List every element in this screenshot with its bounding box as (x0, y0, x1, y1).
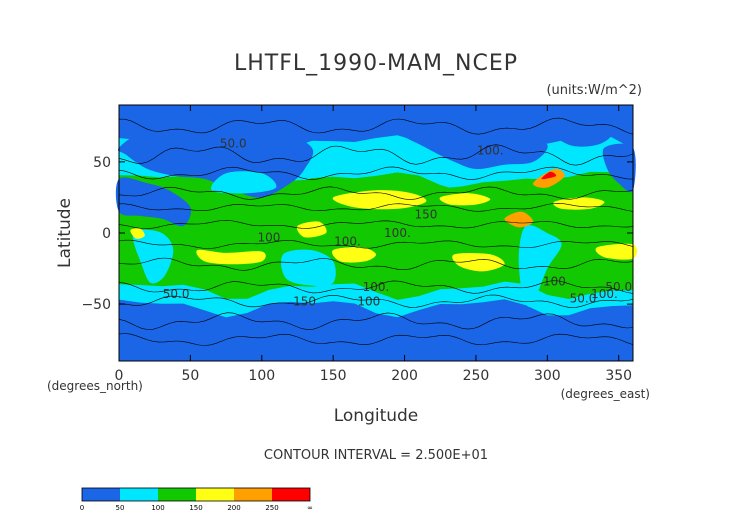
contour-line (118, 239, 634, 249)
contour-line (118, 333, 634, 346)
x-tick-label: 0 (115, 368, 124, 384)
units-label: (units:W/m^2) (546, 83, 642, 98)
patch-n-pacific (332, 190, 427, 210)
contour-label: 100 (357, 294, 380, 308)
contour-interval-text: CONTOUR INTERVAL = 2.500E+01 (264, 448, 488, 463)
colorbar-swatch (196, 488, 234, 501)
contour-line (118, 280, 634, 294)
x-tick-label: 300 (534, 368, 561, 384)
x-unit-note: (degrees_east) (561, 387, 650, 401)
y-tick-label: 0 (102, 226, 111, 242)
colorbar-swatch (272, 488, 310, 501)
patch-w-pacific (296, 221, 327, 238)
chart-title: LHTFL_1990-MAM_NCEP (234, 51, 518, 76)
contour-line (118, 186, 634, 200)
contour-label: 150 (415, 208, 438, 222)
contour-label: 50.0 (163, 287, 190, 301)
y-tick-label: −50 (81, 297, 111, 313)
colorbar-label: 250 (265, 504, 278, 512)
x-tick-label: 100 (248, 368, 275, 384)
y-axis: −50 0 50 (81, 155, 633, 313)
plot-area: 50.0100.150100.100.10050.0150100.100100.… (115, 104, 638, 362)
patch-se-pacific (452, 252, 505, 272)
patch-gulf-core (541, 171, 557, 180)
colorbar-swatch (234, 488, 272, 501)
colorbar-frame (81, 487, 311, 502)
patch-gulf-guinea (130, 228, 145, 239)
contour-line (119, 117, 634, 135)
contour-label: 100 (543, 274, 566, 288)
x-axis-title: Longitude (334, 406, 419, 426)
contour-label: 100. (384, 226, 411, 240)
contour-line (118, 144, 634, 166)
colorbar-swatch (120, 488, 158, 501)
x-tick-label: 250 (463, 368, 490, 384)
contour-label: 100. (591, 287, 618, 301)
patch-gulf-stream (533, 168, 565, 188)
field-north-america (397, 129, 548, 170)
y-tick-label: 50 (93, 155, 111, 171)
patch-s-atlantic (595, 243, 638, 260)
contour-line (118, 219, 634, 230)
contour-label: 100. (477, 144, 504, 158)
x-tick-label: 200 (391, 368, 418, 384)
colorbar: 0 50 100 150 200 250 ∞ (80, 487, 313, 512)
field-asia-mid (211, 171, 277, 194)
field-south-america (518, 224, 562, 308)
patch-caribbean (504, 211, 534, 228)
patch-s-indian (196, 249, 266, 265)
x-tick-label: 350 (605, 368, 632, 384)
contour-line (118, 166, 634, 180)
field-layer: 50.0100.150100.100.10050.0150100.100100.… (115, 121, 638, 318)
field-africa-north (115, 177, 192, 227)
field-greenland (546, 121, 612, 147)
colorbar-swatch (82, 488, 120, 501)
contour-label: 100. (363, 280, 390, 294)
contour-label: 150 (293, 294, 316, 308)
x-tick-label: 50 (181, 368, 199, 384)
contour-line (118, 294, 634, 308)
colorbar-label: 200 (227, 504, 240, 512)
x-axis: 0 50 100 150 200 250 300 350 (115, 105, 632, 384)
y-unit-note: (degrees_north) (47, 379, 143, 393)
x-tick-label: 150 (320, 368, 347, 384)
contour-label: 100 (257, 230, 280, 244)
colorbar-label: 0 (80, 504, 84, 512)
contour-label: 50.0 (220, 136, 247, 150)
colorbar-label: ∞ (307, 504, 313, 512)
contour-line (118, 312, 634, 330)
patch-s-pacific (332, 247, 377, 263)
contour-label: 100. (334, 235, 361, 249)
contour-label: 50.0 (605, 280, 632, 294)
contour-label: 50.0 (570, 291, 597, 305)
contour-line (118, 257, 634, 271)
colorbar-swatch (158, 488, 196, 501)
contour-line (119, 202, 634, 212)
colorbar-label: 50 (116, 504, 125, 512)
y-axis-title: Latitude (55, 198, 75, 268)
contour-layer (118, 117, 634, 346)
field-africa-south (132, 229, 174, 284)
colorbar-label: 150 (189, 504, 202, 512)
colorbar-label: 100 (151, 504, 164, 512)
patch-ne-pacific (439, 193, 491, 206)
